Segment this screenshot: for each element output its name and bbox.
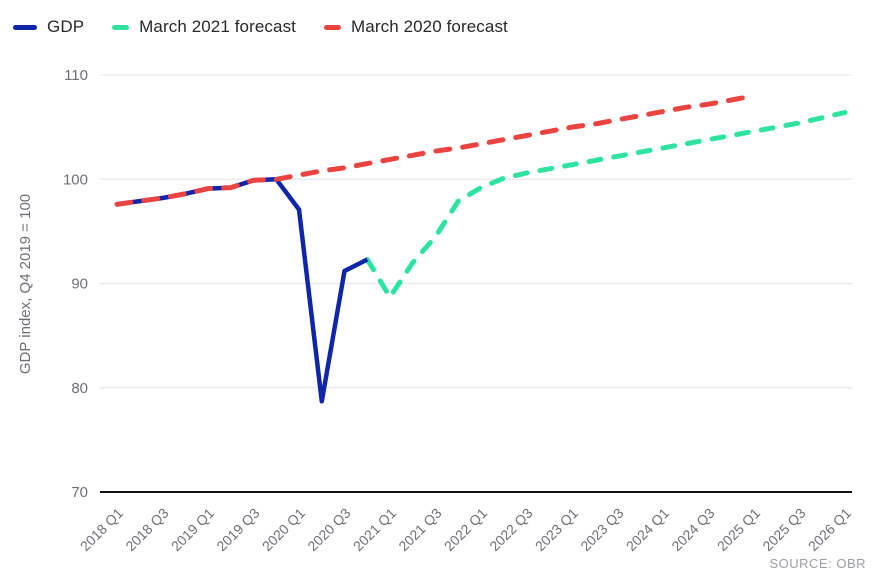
x-tick-label: 2021 Q3 bbox=[395, 505, 444, 554]
x-tick-label: 2018 Q3 bbox=[122, 505, 171, 554]
y-axis-title: GDP index, Q4 2019 = 100 bbox=[17, 194, 34, 374]
march-2020-forecast-dash-swatch-icon bbox=[324, 24, 342, 30]
y-tick-label: 110 bbox=[64, 67, 88, 84]
x-tick-label: 2019 Q3 bbox=[213, 505, 262, 554]
march-2020-forecast-line bbox=[114, 93, 757, 207]
x-tick-label: 2025 Q3 bbox=[759, 505, 808, 554]
legend-item-march-2021-forecast: March 2021 forecast bbox=[112, 17, 296, 37]
y-tick-label: 90 bbox=[71, 276, 88, 293]
chart-legend: GDP March 2021 forecast March 2020 forec… bbox=[13, 17, 508, 37]
x-tick-label: 2020 Q3 bbox=[304, 505, 353, 554]
x-tick-label: 2020 Q1 bbox=[259, 505, 308, 554]
march-2021-forecast-line bbox=[364, 110, 848, 300]
march-2021-forecast-dash-swatch-icon bbox=[112, 24, 130, 30]
x-tick-label: 2026 Q1 bbox=[805, 505, 854, 554]
y-tick-label: 100 bbox=[63, 171, 88, 188]
x-tick-label: 2018 Q1 bbox=[77, 505, 126, 554]
x-tick-label: 2022 Q1 bbox=[441, 505, 490, 554]
legend-item-march-2020-forecast: March 2020 forecast bbox=[324, 17, 508, 37]
legend-label-march-2021-forecast: March 2021 forecast bbox=[139, 17, 297, 36]
gdp-line bbox=[116, 177, 369, 404]
legend-label-gdp: GDP bbox=[47, 17, 85, 36]
x-tick-label: 2023 Q3 bbox=[577, 505, 626, 554]
x-tick-label: 2023 Q1 bbox=[532, 505, 581, 554]
x-tick-label: 2021 Q1 bbox=[350, 505, 399, 554]
x-tick-label: 2024 Q3 bbox=[668, 505, 717, 554]
y-tick-label: 70 bbox=[71, 484, 88, 501]
x-tick-label: 2019 Q1 bbox=[168, 505, 217, 554]
source-label: SOURCE: OBR bbox=[769, 556, 866, 571]
y-tick-label: 80 bbox=[71, 380, 88, 397]
x-tick-label: 2025 Q1 bbox=[714, 505, 763, 554]
x-tick-label: 2024 Q1 bbox=[623, 505, 672, 554]
x-tick-label: 2022 Q3 bbox=[486, 505, 535, 554]
gdp-line-swatch-icon bbox=[13, 24, 37, 30]
legend-item-gdp: GDP bbox=[13, 17, 84, 37]
legend-label-march-2020-forecast: March 2020 forecast bbox=[351, 17, 508, 36]
